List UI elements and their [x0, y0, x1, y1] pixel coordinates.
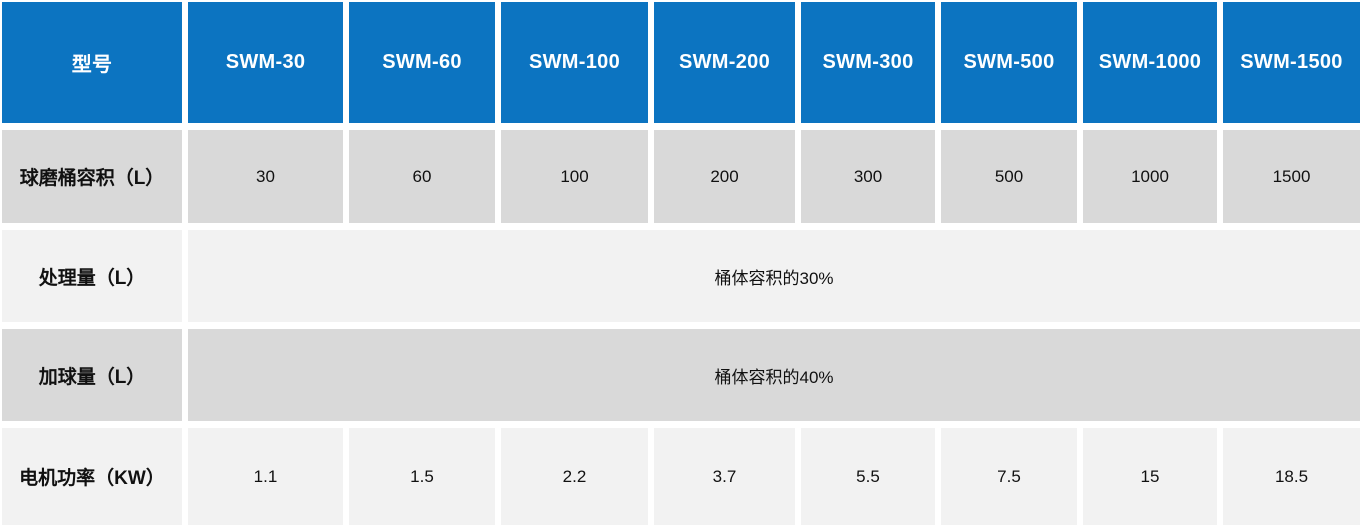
value-cell: 1000: [1083, 130, 1217, 223]
value-cell: 30: [188, 130, 343, 223]
row-label-processing-capacity: 处理量（L）: [2, 230, 182, 322]
row-label-ball-load: 加球量（L）: [2, 329, 182, 421]
header-cell-swm-1500: SWM-1500: [1223, 2, 1360, 123]
value-cell: 18.5: [1223, 428, 1360, 525]
header-cell-swm-60: SWM-60: [349, 2, 495, 123]
value-cell: 2.2: [501, 428, 648, 525]
value-cell: 3.7: [654, 428, 795, 525]
header-cell-swm-300: SWM-300: [801, 2, 935, 123]
row-label-barrel-volume: 球磨桶容积（L）: [2, 130, 182, 223]
merged-value-cell-30-percent: 桶体容积的30%: [188, 230, 1360, 322]
value-cell: 300: [801, 130, 935, 223]
value-cell: 100: [501, 130, 648, 223]
value-cell: 1.5: [349, 428, 495, 525]
header-cell-model: 型号: [2, 2, 182, 123]
value-cell: 60: [349, 130, 495, 223]
row-label-motor-power: 电机功率（KW）: [2, 428, 182, 525]
value-cell: 7.5: [941, 428, 1077, 525]
merged-value-cell-40-percent: 桶体容积的40%: [188, 329, 1360, 421]
header-cell-swm-100: SWM-100: [501, 2, 648, 123]
header-cell-swm-1000: SWM-1000: [1083, 2, 1217, 123]
header-cell-swm-200: SWM-200: [654, 2, 795, 123]
header-cell-swm-500: SWM-500: [941, 2, 1077, 123]
value-cell: 500: [941, 130, 1077, 223]
value-cell: 1500: [1223, 130, 1360, 223]
value-cell: 1.1: [188, 428, 343, 525]
header-cell-swm-30: SWM-30: [188, 2, 343, 123]
value-cell: 15: [1083, 428, 1217, 525]
value-cell: 5.5: [801, 428, 935, 525]
value-cell: 200: [654, 130, 795, 223]
